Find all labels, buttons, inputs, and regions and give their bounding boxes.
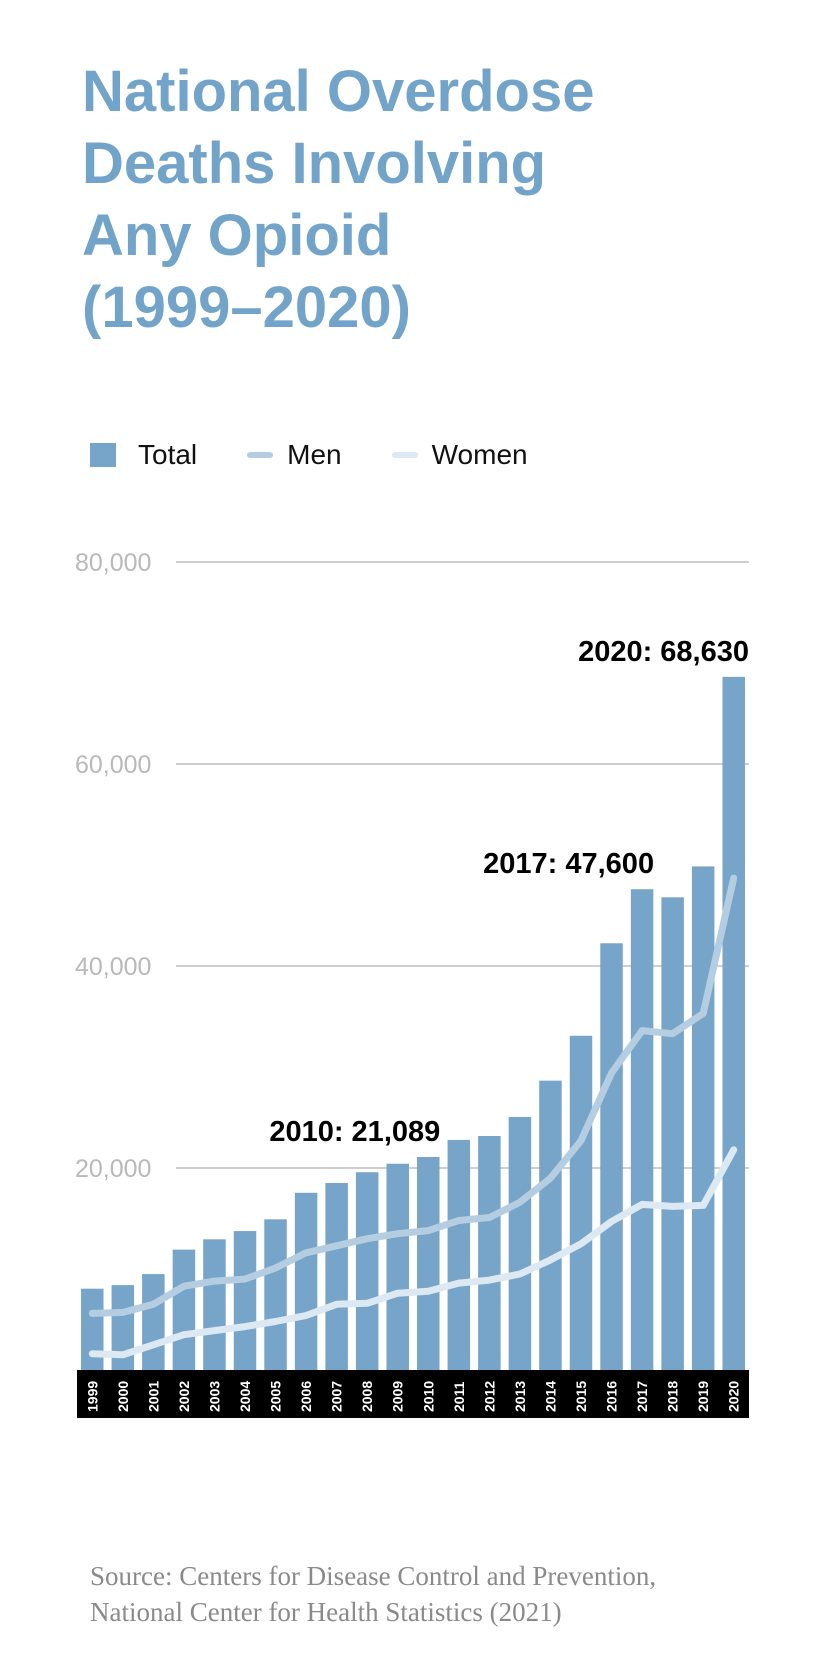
annotation-2010: 2010: 21,089: [269, 1116, 440, 1148]
x-tick-label-2015: 2015: [573, 1381, 589, 1412]
legend-item-women: Women: [391, 439, 528, 471]
line-women: [88, 1146, 738, 1359]
x-tick-label-2001: 2001: [145, 1381, 161, 1412]
bar-2019: [691, 866, 715, 1370]
x-tick-label-2019: 2019: [695, 1381, 711, 1412]
title-line-4: (1999–2020): [82, 275, 411, 340]
x-tick-label-2008: 2008: [359, 1381, 375, 1412]
x-tick-label-2009: 2009: [390, 1381, 406, 1412]
y-tick-label-60000: 60,000: [75, 751, 151, 779]
x-tick-label-2018: 2018: [665, 1381, 681, 1412]
bar-2004: [233, 1231, 257, 1370]
x-tick-label-1999: 1999: [84, 1381, 100, 1412]
legend-label-total: Total: [138, 439, 198, 470]
chart-title: National Overdose Deaths Involving Any O…: [82, 56, 762, 344]
y-tick-label-80000: 80,000: [75, 549, 151, 577]
source-note: Source: Centers for Disease Control and …: [90, 1558, 810, 1630]
bar-2000: [111, 1285, 135, 1370]
bar-2009: [386, 1163, 409, 1370]
bar-2010: [417, 1157, 440, 1370]
bar-2018: [661, 897, 684, 1370]
x-tick-label-2002: 2002: [176, 1381, 192, 1412]
x-tick-label-2006: 2006: [298, 1381, 314, 1412]
y-tick-label-40000: 40,000: [75, 953, 151, 981]
bar-2017: [630, 889, 654, 1370]
bar-2014: [539, 1080, 562, 1370]
legend-swatch-men: [247, 452, 274, 458]
y-tick-label-20000: 20,000: [75, 1155, 151, 1183]
title-line-2: Deaths Involving: [82, 131, 547, 196]
bar-2015: [569, 1035, 593, 1370]
bar-2012: [478, 1136, 501, 1370]
bar-2013: [508, 1116, 532, 1370]
title-line-1: National Overdose: [82, 59, 595, 124]
x-tick-label-2014: 2014: [542, 1381, 558, 1412]
bar-2020: [722, 676, 745, 1370]
x-tick-label-2005: 2005: [268, 1381, 284, 1412]
bar-2001: [142, 1274, 165, 1370]
x-tick-label-2000: 2000: [115, 1381, 131, 1412]
legend-swatch-total: [90, 443, 116, 467]
x-tick-label-2003: 2003: [206, 1381, 222, 1412]
x-tick-label-2016: 2016: [604, 1381, 620, 1412]
x-tick-label-2004: 2004: [237, 1381, 253, 1412]
bar-2016: [600, 943, 623, 1370]
bar-2011: [447, 1139, 471, 1370]
x-tick-label-2012: 2012: [481, 1381, 497, 1412]
x-tick-label-2013: 2013: [512, 1381, 528, 1412]
source-line-1: Source: Centers for Disease Control and …: [90, 1561, 657, 1591]
legend-label-men: Men: [287, 439, 342, 470]
bar-2007: [325, 1182, 348, 1370]
x-tick-label-2020: 2020: [726, 1381, 742, 1412]
bar-2003: [203, 1239, 226, 1370]
bar-2008: [355, 1172, 379, 1370]
legend-swatch-women: [391, 452, 418, 458]
x-axis-band: [77, 1370, 749, 1418]
legend-item-men: Men: [247, 439, 342, 471]
x-tick-label-2011: 2011: [451, 1381, 467, 1412]
x-tick-label-2007: 2007: [329, 1381, 345, 1412]
bar-2005: [264, 1219, 287, 1370]
chart-legend: Total Men Women: [90, 437, 578, 473]
bar-2002: [172, 1249, 196, 1370]
line-men: [88, 874, 738, 1317]
bar-1999: [81, 1288, 104, 1370]
annotation-2017: 2017: 47,600: [483, 848, 654, 880]
legend-item-total: Total: [90, 439, 197, 471]
x-tick-label-2010: 2010: [420, 1381, 436, 1412]
x-tick-label-2017: 2017: [634, 1381, 650, 1412]
source-line-2: National Center for Health Statistics (2…: [90, 1597, 562, 1627]
annotation-2020: 2020: 68,630: [578, 636, 749, 668]
bar-2006: [294, 1192, 318, 1370]
title-line-3: Any Opioid: [82, 203, 392, 268]
legend-label-women: Women: [431, 439, 528, 470]
